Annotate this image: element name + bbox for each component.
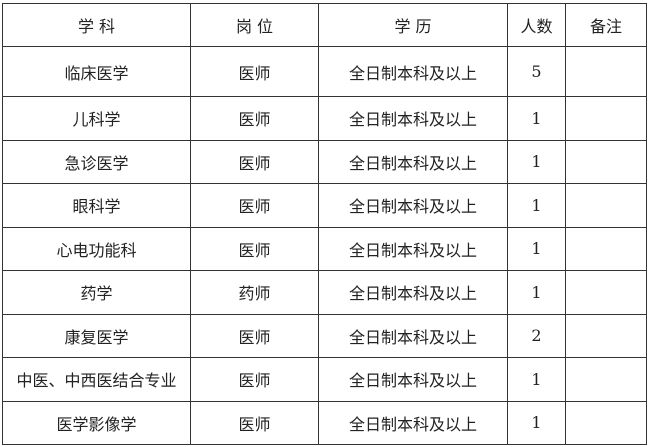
cell-post: 医师 xyxy=(190,357,319,402)
cell-count: 2 xyxy=(507,313,566,358)
cell-note xyxy=(565,46,647,97)
cell-subject: 儿科学 xyxy=(2,96,191,141)
table-row: 康复医学 医师 全日制本科及以上 2 xyxy=(2,313,647,358)
table-row: 医学影像学 医师 全日制本科及以上 1 xyxy=(2,400,647,445)
cell-post: 医师 xyxy=(190,313,319,358)
cell-count: 1 xyxy=(507,357,566,402)
cell-post: 医师 xyxy=(190,139,319,184)
cell-education: 全日制本科及以上 xyxy=(318,400,508,445)
header-education: 学 历 xyxy=(318,3,508,47)
cell-count: 1 xyxy=(507,96,566,141)
recruitment-table: 学 科 岗 位 学 历 人数 备注 临床医学 医师 全日制本科及以上 5 儿科学 医师 全日… xyxy=(2,3,647,445)
cell-note xyxy=(565,270,647,315)
cell-post: 医师 xyxy=(190,96,319,141)
cell-note xyxy=(565,183,647,228)
table-row: 药学 药师 全日制本科及以上 1 xyxy=(2,270,647,315)
cell-education: 全日制本科及以上 xyxy=(318,183,508,228)
cell-note xyxy=(565,313,647,358)
cell-subject: 眼科学 xyxy=(2,183,191,228)
cell-education: 全日制本科及以上 xyxy=(318,46,508,97)
cell-education: 全日制本科及以上 xyxy=(318,357,508,402)
table-row: 心电功能科 医师 全日制本科及以上 1 xyxy=(2,226,647,271)
cell-count: 1 xyxy=(507,183,566,228)
table-row: 急诊医学 医师 全日制本科及以上 1 xyxy=(2,139,647,184)
header-note: 备注 xyxy=(565,3,647,47)
cell-education: 全日制本科及以上 xyxy=(318,139,508,184)
cell-education: 全日制本科及以上 xyxy=(318,270,508,315)
cell-count: 1 xyxy=(507,270,566,315)
cell-education: 全日制本科及以上 xyxy=(318,226,508,271)
cell-subject: 康复医学 xyxy=(2,313,191,358)
cell-note xyxy=(565,400,647,445)
cell-post: 医师 xyxy=(190,226,319,271)
table-row: 中医、中西医结合专业 医师 全日制本科及以上 1 xyxy=(2,357,647,402)
cell-subject: 药学 xyxy=(2,270,191,315)
cell-post: 医师 xyxy=(190,400,319,445)
cell-education: 全日制本科及以上 xyxy=(318,96,508,141)
cell-subject: 临床医学 xyxy=(2,46,191,97)
cell-post: 医师 xyxy=(190,46,319,97)
cell-note xyxy=(565,96,647,141)
table-row: 眼科学 医师 全日制本科及以上 1 xyxy=(2,183,647,228)
cell-education: 全日制本科及以上 xyxy=(318,313,508,358)
cell-subject: 医学影像学 xyxy=(2,400,191,445)
cell-note xyxy=(565,357,647,402)
cell-subject: 中医、中西医结合专业 xyxy=(2,357,191,402)
cell-count: 1 xyxy=(507,400,566,445)
cell-post: 医师 xyxy=(190,183,319,228)
cell-note xyxy=(565,139,647,184)
header-post: 岗 位 xyxy=(190,3,319,47)
cell-count: 1 xyxy=(507,139,566,184)
cell-subject: 心电功能科 xyxy=(2,226,191,271)
cell-note xyxy=(565,226,647,271)
header-subject: 学 科 xyxy=(2,3,191,47)
cell-count: 1 xyxy=(507,226,566,271)
table-row: 临床医学 医师 全日制本科及以上 5 xyxy=(2,46,647,97)
cell-subject: 急诊医学 xyxy=(2,139,191,184)
table-row: 儿科学 医师 全日制本科及以上 1 xyxy=(2,96,647,141)
header-count: 人数 xyxy=(507,3,566,47)
header-row: 学 科 岗 位 学 历 人数 备注 xyxy=(2,3,647,47)
cell-count: 5 xyxy=(507,46,566,97)
cell-post: 药师 xyxy=(190,270,319,315)
